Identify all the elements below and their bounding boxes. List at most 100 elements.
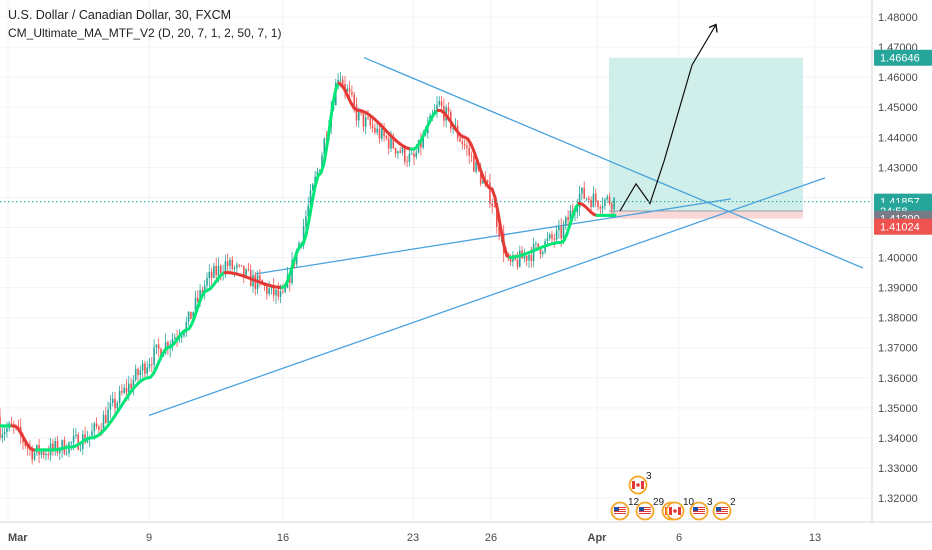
candle [463,139,466,150]
flag-band [632,481,635,489]
candle [190,311,192,320]
position-zones[interactable] [609,57,803,219]
candle [75,427,77,439]
stop-loss-zone[interactable] [609,211,803,219]
candle-body [118,390,121,403]
candle-body [114,398,116,409]
candle-body [10,423,13,426]
candle-body [470,155,473,157]
candle-body [160,348,162,357]
candle [594,188,597,207]
event-marker[interactable]: 10 [665,497,695,521]
candle-body [530,254,533,262]
candle [470,151,473,163]
candle-body [491,203,493,207]
event-marker[interactable]: 12 [610,497,640,521]
candle-body [599,206,602,209]
candle-body [141,363,144,371]
candle [312,182,314,192]
candle [385,134,388,141]
candle-body [157,344,160,349]
candle [247,262,250,272]
candle-body [528,254,530,261]
candle-body [378,128,381,139]
candle-body [309,190,312,206]
ma-segment [322,144,329,165]
ma-segment [325,122,332,148]
candle [213,262,215,279]
candle-body [369,118,372,126]
ma-segment [304,218,311,237]
candle [392,133,395,150]
trendlines[interactable] [148,56,864,416]
candle [174,333,176,340]
candle [243,265,245,284]
flag-stripe [614,509,626,510]
candle [542,250,544,258]
event-count: 3 [707,497,713,508]
ma-segment [313,174,320,189]
projection-arrow[interactable] [619,23,718,212]
candle-body [558,226,560,231]
candle-body [401,146,404,153]
event-marker[interactable]: 3 [689,497,714,521]
flag-canton [693,507,698,511]
candle-body [583,187,585,199]
price-tag-label: 1.41024 [880,222,920,234]
time-axis-panel[interactable] [0,522,932,550]
candle [240,265,243,268]
candle-body [367,117,369,119]
candle-body [519,250,521,267]
candle-body [236,264,238,268]
candle-body [569,210,572,221]
candle [394,147,397,158]
candle-body [305,216,307,227]
trendline[interactable] [148,177,826,416]
candle [611,201,613,215]
projection-arrowhead[interactable] [708,23,718,33]
candle-body [40,451,43,455]
candle-body [321,154,323,170]
y-tick-label: 1.44000 [878,132,918,144]
flag-band [641,481,644,489]
candle-body [72,436,75,443]
candle [6,421,8,438]
economic-events[interactable]: 3 12 29 10 3 2 [610,471,737,521]
candle [146,360,148,377]
event-marker[interactable]: 3 [628,471,653,495]
candle [447,102,450,118]
candle [254,272,257,296]
candle [588,195,590,204]
ma-segment [289,259,296,273]
ma-segment [493,195,500,214]
flag-stripe [716,511,728,512]
candle-body [613,197,615,210]
candle [169,340,171,358]
candle [583,181,585,200]
x-tick-label: 26 [485,532,497,544]
candle-body [121,390,123,393]
event-marker[interactable]: 29 [635,497,665,521]
candle [54,437,56,456]
trendline[interactable] [254,198,732,275]
event-marker[interactable]: 2 [712,497,737,521]
candle-body [364,117,367,127]
candle-body [144,363,146,374]
candle-body [551,234,553,239]
trendline[interactable] [363,56,864,269]
y-tick-label: 1.32000 [878,493,918,505]
candle-body [376,128,378,133]
candle [608,193,611,206]
candle-body [316,171,319,177]
candle-body [397,151,399,154]
price-axis-panel[interactable] [872,0,932,522]
candle [68,441,70,458]
profit-zone[interactable] [609,57,803,212]
candle-body [240,265,243,267]
candle [565,215,567,230]
candle-body [284,287,286,293]
ma-segment [568,213,575,227]
projection-path[interactable] [619,24,717,212]
